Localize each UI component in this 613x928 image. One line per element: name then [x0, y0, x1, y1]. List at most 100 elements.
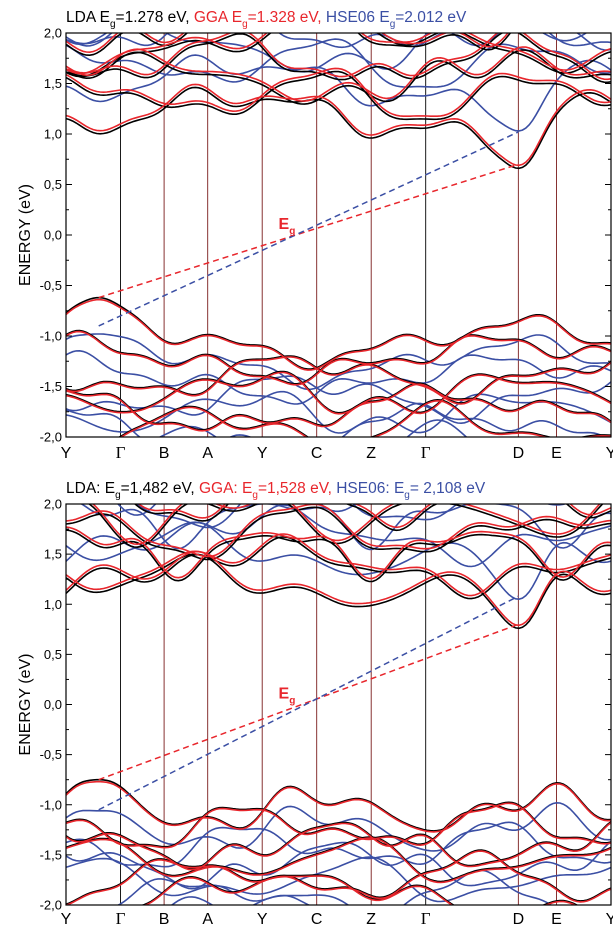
y-tick-label-0: -2,0	[40, 430, 62, 445]
title-part-7: g	[404, 490, 410, 501]
title-part-4: g	[242, 19, 248, 30]
gap-annotation: Eg	[279, 685, 296, 706]
title-part-5: =1.328 eV,	[248, 9, 326, 26]
band-lda-4	[87, 504, 604, 549]
title-part-7: g	[390, 19, 396, 30]
title-part-4: g	[252, 490, 258, 501]
band-gga-5	[137, 504, 611, 529]
band-gga-6	[66, 298, 611, 371]
title-part-0: LDA: E	[66, 480, 115, 497]
band-hse06-0	[66, 521, 611, 601]
x-tick-label-0: Y	[61, 911, 72, 928]
band-lda-6	[66, 778, 611, 832]
band-gga-2	[66, 46, 611, 102]
band-gga-2	[66, 526, 611, 580]
title-part-6: HSE06: E	[336, 480, 404, 497]
y-axis-label: ENERGY (eV)	[17, 184, 34, 286]
band-gga-3	[66, 504, 611, 558]
band-lda-1	[66, 536, 611, 600]
title-part-1: g	[115, 490, 121, 501]
band-gga-9	[66, 371, 611, 415]
x-tick-label-4: Y	[257, 911, 268, 928]
band-gga-11	[66, 875, 577, 905]
band-hse06-10	[116, 869, 553, 905]
title-part-8: =2.012 eV	[395, 9, 467, 26]
band-hse06-10	[66, 402, 606, 437]
x-tick-label-10: Y	[606, 911, 613, 928]
x-tick-label-3: A	[202, 911, 213, 928]
band-gga-7	[66, 802, 611, 849]
panel-bottom: Eg -2,0 -1,5 -1,0 -0,5 0,0 0,5 1,0 1,5 2,0 ENERGY …	[17, 480, 613, 928]
band-hse06-2	[66, 33, 611, 73]
y-axis-label: ENERGY (eV)	[17, 654, 34, 756]
band-lda-11	[66, 874, 579, 905]
x-tick-label-9: E	[551, 911, 562, 928]
x-tick-label-3: A	[202, 445, 213, 462]
title-part-3: GGA E	[194, 9, 242, 26]
band-hse06-11	[170, 894, 422, 905]
y-tick-label-4: 0,0	[44, 228, 62, 243]
title-part-8: = 2,108 eV	[410, 480, 486, 497]
band-lda-5	[133, 504, 611, 532]
title-part-1: g	[110, 19, 116, 30]
y-tick-label-7: 1,5	[44, 76, 62, 91]
band-hse06-0	[66, 54, 611, 132]
x-tick-label-1: Γ	[116, 909, 126, 928]
band-gga-0	[66, 83, 611, 167]
x-tick-label-6: Z	[366, 445, 376, 462]
band-gga-6	[66, 780, 611, 833]
x-tick-label-5: C	[311, 911, 323, 928]
x-tick-label-4: Y	[257, 445, 268, 462]
band-gga-10	[66, 383, 611, 432]
x-tick-label-6: Z	[366, 911, 376, 928]
band-hse06-11	[158, 419, 468, 437]
band-hse06-7	[66, 349, 611, 405]
band-lda-2	[66, 529, 611, 583]
y-tick-label-1: -1,5	[40, 847, 62, 862]
band-lda-10	[66, 849, 611, 905]
band-lda-0	[66, 553, 611, 630]
band-gga-11	[119, 399, 611, 437]
band-lda-7	[66, 801, 611, 848]
chart-title: LDA Eg=1.278 eV, GGA Eg=1.328 eV, HSE06 …	[66, 9, 467, 30]
gap-annotation: Eg	[279, 216, 296, 237]
gap-line-hse06	[98, 595, 519, 811]
x-tick-label-5: C	[311, 445, 323, 462]
y-tick-label-0: -2,0	[40, 898, 62, 913]
band-gga-3	[66, 33, 611, 81]
x-tick-label-9: E	[551, 445, 562, 462]
x-tick-label-1: Γ	[116, 443, 126, 462]
band-lda-4	[66, 33, 611, 78]
x-tick-label-0: Y	[61, 445, 72, 462]
x-tick-label-10: Y	[606, 445, 613, 462]
band-hse06-9	[66, 856, 611, 903]
y-tick-label-8: 2,0	[44, 497, 62, 512]
gap-annotation-sub: g	[289, 695, 295, 706]
x-tick-label-8: D	[513, 911, 525, 928]
title-part-3: GGA: E	[199, 480, 252, 497]
title-part-6: HSE06 E	[326, 9, 390, 26]
band-lda-9	[66, 836, 611, 883]
y-tick-label-6: 1,0	[44, 127, 62, 142]
band-lda-9	[66, 370, 611, 414]
y-tick-label-6: 1,0	[44, 597, 62, 612]
title-part-0: LDA E	[66, 9, 110, 26]
x-tick-label-2: B	[159, 911, 170, 928]
y-tick-label-2: -1,0	[40, 797, 62, 812]
band-hse06-3	[66, 33, 611, 51]
x-tick-label-2: B	[159, 445, 170, 462]
x-tick-label-7: Γ	[421, 443, 431, 462]
y-tick-label-4: 0,0	[44, 697, 62, 712]
band-gga-10	[66, 850, 611, 905]
gap-line-lda	[98, 163, 519, 299]
band-gga-5	[66, 33, 509, 54]
y-tick-label-8: 2,0	[44, 26, 62, 41]
y-tick-label-3: -0,5	[40, 278, 62, 293]
x-tick-label-8: D	[513, 445, 525, 462]
title-part-5: =1,528 eV,	[258, 480, 336, 497]
y-tick-label-5: 0,5	[44, 177, 62, 192]
y-tick-label-2: -1,0	[40, 329, 62, 344]
band-gga-0	[66, 550, 611, 627]
band-lda-7	[66, 329, 611, 385]
